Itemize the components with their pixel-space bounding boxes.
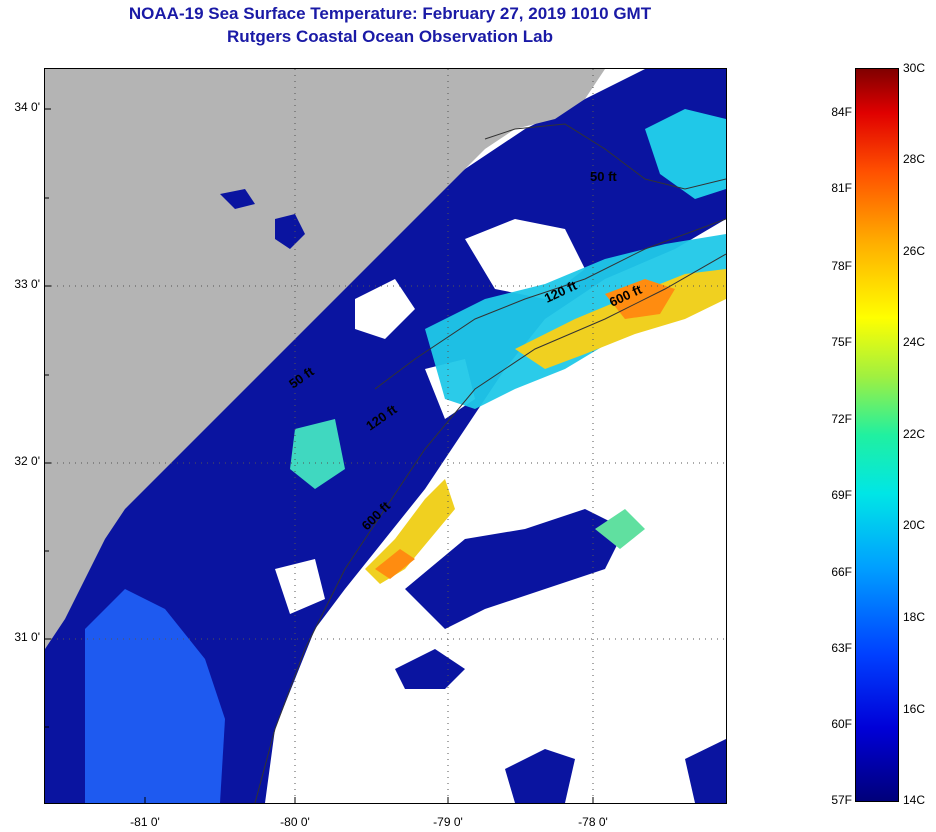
mid-water-patch: [290, 419, 345, 489]
cold-water-patch: [505, 749, 575, 803]
colorbar-celsius-label: 28C: [903, 152, 926, 166]
mid-water-patch: [595, 509, 645, 549]
colorbar-fahrenheit-label: 66F: [831, 565, 852, 579]
sst-map[interactable]: 50 ft 120 ft 600 ft 50 ft 120 ft 600 ft: [44, 68, 727, 804]
inland-lake: [275, 214, 305, 249]
cold-water-patch: [685, 739, 726, 803]
colorbar-fahrenheit-label: 57F: [831, 793, 852, 807]
colorbar-celsius-label: 30C: [903, 61, 926, 75]
colorbar-celsius-label: 18C: [903, 610, 926, 624]
cool-water-region: [85, 589, 225, 803]
colorbar-fahrenheit-label: 72F: [831, 412, 852, 426]
colorbar-celsius-label: 24C: [903, 335, 926, 349]
colorbar-fahrenheit-label: 78F: [831, 259, 852, 273]
hot-water-filament: [375, 549, 415, 579]
isobath-lines: [254, 123, 726, 803]
cold-water-patch: [395, 649, 465, 689]
longitude-label: -79 0': [433, 815, 463, 829]
latitude-label: 33 0': [14, 277, 40, 291]
mid-water-patch: [645, 109, 726, 199]
latitude-label: 34 0': [14, 100, 40, 114]
colorbar-celsius-label: 26C: [903, 244, 926, 258]
cold-water-patch: [405, 509, 625, 629]
colorbar-celsius-label: 14C: [903, 793, 926, 807]
colorbar-fahrenheit-label: 84F: [831, 105, 852, 119]
latitude-label: 32 0': [14, 454, 40, 468]
colorbar-fahrenheit-label: 81F: [831, 181, 852, 195]
isobath-label: 50 ft: [590, 169, 617, 184]
cloud-patch: [275, 559, 325, 614]
longitude-label: -78 0': [578, 815, 608, 829]
longitude-label: -81 0': [130, 815, 160, 829]
map-subtitle: Rutgers Coastal Ocean Observation Lab: [227, 27, 553, 46]
colorbar-fahrenheit-label: 60F: [831, 717, 852, 731]
cloud-patch: [465, 219, 585, 299]
colorbar-fahrenheit-label: 75F: [831, 335, 852, 349]
temperature-colorbar: [855, 68, 899, 802]
warm-water-filament: [365, 479, 455, 584]
colorbar-celsius-label: 16C: [903, 702, 926, 716]
colorbar-fahrenheit-label: 63F: [831, 641, 852, 655]
latitude-label: 31 0': [14, 630, 40, 644]
longitude-label: -80 0': [280, 815, 310, 829]
colorbar-fahrenheit-label: 69F: [831, 488, 852, 502]
colorbar-celsius-label: 20C: [903, 518, 926, 532]
cloud-patch: [355, 279, 415, 339]
grid-lines: [45, 69, 726, 803]
colorbar-celsius-label: 22C: [903, 427, 926, 441]
hot-water-core: [605, 279, 675, 319]
axis-ticks: [45, 108, 594, 803]
warm-water-band: [515, 269, 726, 369]
land-area: [45, 69, 605, 649]
map-title: NOAA-19 Sea Surface Temperature: Februar…: [128, 4, 652, 23]
inland-water: [220, 189, 255, 209]
